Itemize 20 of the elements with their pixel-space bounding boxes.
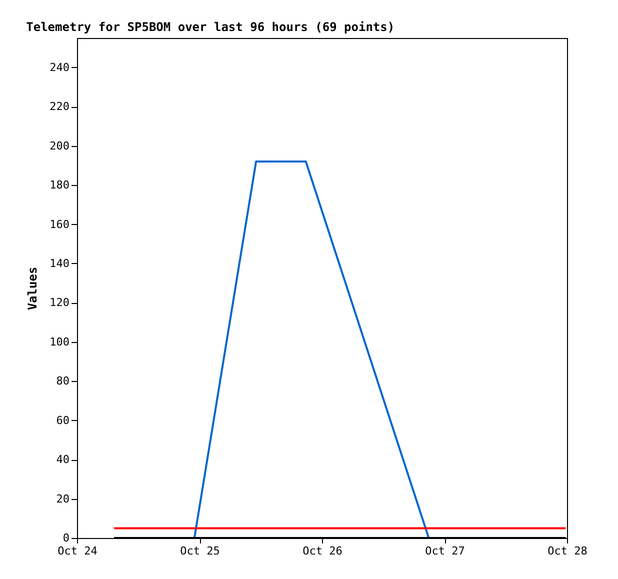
y-tick-label: 0	[62, 532, 70, 544]
x-tick-label: Oct 26	[302, 544, 342, 558]
y-axis-title: Values	[26, 266, 40, 310]
y-tick-label: 40	[56, 453, 70, 466]
x-tick-label: Oct 24	[58, 544, 98, 558]
y-tick-label: 80	[56, 374, 70, 388]
x-tick-label: Oct 27	[425, 544, 465, 558]
y-tick-label: 240	[50, 60, 70, 74]
x-tick-label: Oct 28	[548, 544, 588, 558]
y-tick-label: 140	[50, 256, 70, 270]
y-tick-label: 220	[50, 100, 70, 114]
y-tick-label: 120	[50, 296, 70, 310]
y-tick-label: 200	[50, 139, 70, 152]
y-tick-label: 160	[50, 218, 70, 231]
y-tick-label: 60	[56, 414, 70, 427]
x-tick-label: Oct 25	[180, 544, 220, 558]
y-tick-label: 100	[50, 335, 70, 348]
chart-title: Telemetry for SP5BOM over last 96 hours (69 points)	[26, 20, 395, 34]
y-tick-label: 20	[56, 492, 70, 506]
y-tick-label: 180	[50, 178, 70, 192]
